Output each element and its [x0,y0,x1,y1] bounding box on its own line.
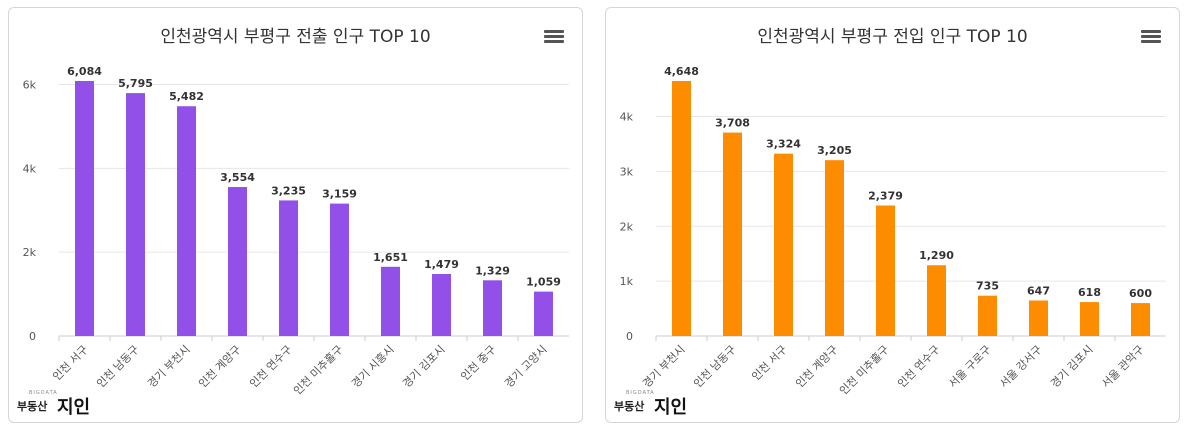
bar [1131,303,1150,336]
x-tick-label: 인천 계양구 [195,342,243,390]
data-label: 5,795 [118,77,153,90]
data-label: 1,651 [373,251,408,264]
bar [75,81,94,336]
data-label: 3,235 [271,184,306,197]
logo-tag: BIGDATA [626,390,655,396]
outflow-bar-chart: 0 2k 4k 6k 6,084 인천 서구 5,795 인천 남동구 5,482 경기 부천시 3… [23,65,569,398]
x-tick-label: 경기 부천시 [144,342,192,390]
x-tick-label: 경기 김포시 [400,343,447,390]
y-tick-label: 2k [23,246,37,259]
bar [279,200,298,336]
y-tick-label: 0 [29,330,36,343]
data-label: 3,554 [220,171,255,184]
data-label: 735 [976,280,999,293]
x-tick-label: 인천 남동구 [690,342,738,390]
data-label: 4,648 [664,65,699,78]
x-tick-label: 서울 구로구 [946,343,993,390]
x-tick-label: 인천 연수구 [894,342,942,390]
y-tick-label: 4k [23,162,37,175]
bar [723,132,742,336]
data-label: 3,205 [817,144,852,157]
y-tick-label: 3k [620,165,634,178]
data-label: 3,708 [715,117,750,130]
data-label: 1,059 [526,276,561,289]
bar [1080,302,1099,336]
bar [774,153,793,336]
x-tick-label: 인천 서구 [749,342,790,383]
y-tick-label: 2k [620,220,634,233]
logo-text: 부동산 [614,400,645,413]
data-label: 647 [1027,285,1050,298]
bar [876,205,895,336]
x-tick-label: 인천 남동구 [93,342,141,390]
data-label: 1,479 [424,258,459,271]
y-tick-label: 4k [620,111,634,124]
hamburger-icon[interactable] [544,30,564,44]
bar [1029,300,1048,336]
x-tick-label: 경기 고양시 [502,343,549,390]
logo-brand: 지인 [654,397,688,418]
outflow-chart-card: 인천광역시 부평구 전출 인구 TOP 10 0 2k 4k 6k 6,084 인천 서구… [8,7,583,423]
data-label: 6,084 [67,65,102,78]
x-tick-label: 인천 연수구 [246,342,294,390]
data-label: 600 [1129,287,1152,300]
x-tick-label: 경기 시흥시 [348,342,396,390]
inflow-bar-chart: 0 1k 2k 3k 4k 4,648 경기 부천시 3,708 인천 남동구 3,324 인천 서… [620,65,1166,398]
x-tick-label: 경기 김포시 [1048,343,1095,390]
x-tick-label: 인천 중구 [458,342,499,383]
bar [483,280,502,336]
x-tick-label: 서울 강서구 [997,343,1044,390]
logo: BIGDATA 부동산 지인 [614,390,704,418]
hamburger-icon[interactable] [1141,30,1161,44]
bar [126,93,145,337]
data-label: 1,290 [919,249,954,262]
bar [432,274,451,336]
y-tick-label: 0 [626,330,633,343]
bar [672,81,691,336]
x-tick-label: 인천 미추홀구 [290,342,345,397]
data-label: 1,329 [475,264,510,277]
logo-tag: BIGDATA [29,390,58,396]
y-tick-label: 1k [620,275,634,288]
data-label: 3,324 [766,138,801,151]
chart-title: 인천광역시 부평구 전입 인구 TOP 10 [757,27,1028,47]
logo-brand: 지인 [57,397,91,418]
y-tick-label: 6k [23,79,37,92]
bar [381,266,400,336]
bar [177,106,196,337]
data-label: 2,379 [868,189,903,202]
data-label: 5,482 [169,90,204,103]
data-label: 3,159 [322,188,357,201]
bar [978,295,997,336]
bar [927,265,946,336]
x-tick-label: 경기 부천시 [639,342,687,390]
x-tick-label: 인천 미추홀구 [836,342,891,397]
bar [330,203,349,336]
logo-text: 부동산 [17,400,48,413]
inflow-chart-card: 인천광역시 부평구 전입 인구 TOP 10 0 1k 2k 3k 4k 4,648 경기 … [605,7,1180,423]
chart-title: 인천광역시 부평구 전출 인구 TOP 10 [160,27,431,47]
data-label: 618 [1078,286,1101,299]
x-tick-label: 인천 서구 [50,342,91,383]
logo: BIGDATA 부동산 지인 [17,390,107,418]
x-tick-label: 서울 관악구 [1099,343,1146,390]
x-tick-label: 인천 계양구 [792,342,840,390]
bar [825,160,844,336]
bar [534,291,553,336]
bar [228,187,247,336]
